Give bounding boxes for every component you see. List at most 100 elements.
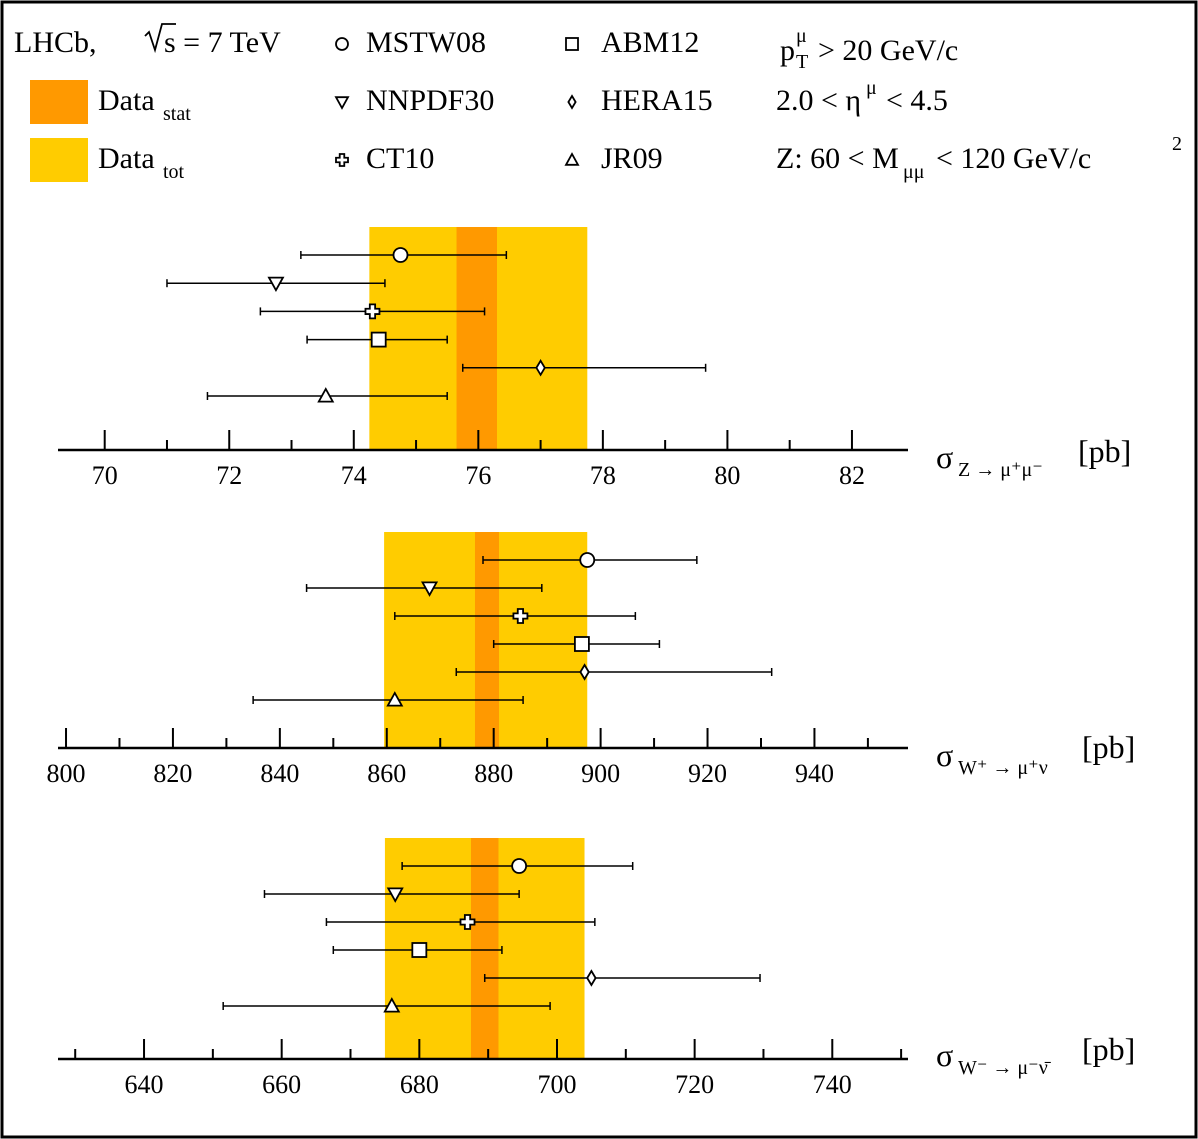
legend-label-data-stat-sub: stat <box>163 103 191 125</box>
legend-entry-abm12: ABM12 <box>565 26 699 59</box>
xlabel-z-sub: Z → μ⁺μ⁻ <box>958 459 1043 481</box>
wminus-data-stat-band <box>470 838 499 1059</box>
wplus-point-nnpdf30 <box>421 581 439 597</box>
sqrt-sign <box>144 23 176 54</box>
cut-pt-p: p <box>780 34 795 67</box>
wminus-tick-label-720: 720 <box>675 1070 714 1099</box>
z-tick-label-70: 70 <box>92 461 118 490</box>
cut-eta-value: < 4.5 <box>886 84 948 117</box>
wplus-tick-label-920: 920 <box>688 759 727 788</box>
wplus-point-ct10 <box>512 608 529 624</box>
xlabel-z-unit: [pb] <box>1078 433 1131 469</box>
z-point-ct10 <box>364 303 381 320</box>
xlabel-z-sigma: σ <box>936 439 953 475</box>
z-point-abm12 <box>370 331 387 348</box>
z-tick-label-76: 76 <box>465 461 491 490</box>
legend-label-data-stat: Data <box>98 84 155 117</box>
wplus-tick-label-940: 940 <box>795 759 834 788</box>
cut-mass-sub: μμ <box>903 161 924 183</box>
wminus-tick-label-740: 740 <box>813 1070 852 1099</box>
xlabel-wplus-unit: [pb] <box>1082 729 1135 765</box>
legend-marker-abm12 <box>565 37 579 51</box>
legend-label-jr09: JR09 <box>601 142 663 175</box>
legend-entry-nnpdf30: NNPDF30 <box>334 84 494 117</box>
z-tick-label-82: 82 <box>839 461 865 490</box>
z-tick-label-80: 80 <box>714 461 740 490</box>
legend-entry-mstw08: MSTW08 <box>335 26 486 59</box>
z-tick-label-74: 74 <box>341 461 367 490</box>
legend-entry-ct10: CT10 <box>335 142 434 175</box>
wplus-tick-label-900: 900 <box>581 759 620 788</box>
legend-entry-jr09: JR09 <box>564 142 663 175</box>
xlabel-z: σ Z → μ⁺μ⁻ [pb] <box>936 433 1131 481</box>
cut-eta-sup: μ <box>866 77 877 99</box>
z-data-stat-band <box>456 227 498 450</box>
wminus-point-abm12 <box>411 942 428 958</box>
legend-marker-jr09 <box>564 152 580 166</box>
z-point-jr09 <box>317 387 335 403</box>
legend-label-ct10: CT10 <box>366 142 434 175</box>
wplus-point-jr09 <box>386 691 404 707</box>
wminus-point-nnpdf30 <box>386 887 404 903</box>
xlabel-wplus: σ W⁺ → μ⁺ν [pb] <box>936 729 1135 779</box>
cut-mass: Z: 60 < M μμ < 120 GeV/c 2 <box>776 133 1182 183</box>
wminus-point-mstw08 <box>511 858 528 874</box>
xlabel-wminus: σ W⁻ → μ⁻ν̄ [pb] <box>936 1031 1135 1079</box>
wplus-point-mstw08 <box>579 552 596 568</box>
legend-label-nnpdf30: NNPDF30 <box>366 84 494 117</box>
xlabel-wplus-sigma: σ <box>936 737 953 773</box>
wplus-point-abm12 <box>573 636 590 652</box>
sqrt-s-label: s = 7 TeV <box>144 23 281 59</box>
z-point-hera15 <box>535 359 546 377</box>
cut-pt-sub: T <box>796 51 808 73</box>
legend-experiment: LHCb, <box>14 26 97 59</box>
cut-mass-value: < 120 GeV/c <box>936 142 1091 175</box>
legend-label-hera15: HERA15 <box>601 84 713 117</box>
wminus-tick-label-640: 640 <box>125 1070 164 1099</box>
cut-pt: p μ T > 20 GeV/c <box>780 25 958 73</box>
legend-swatch-tot <box>30 138 88 182</box>
z-point-mstw08 <box>392 247 409 263</box>
legend-marker-hera15 <box>567 94 577 110</box>
wplus-point-hera15 <box>579 663 590 681</box>
wplus-tick-label-880: 880 <box>474 759 513 788</box>
legend-entry-hera15: HERA15 <box>567 84 713 117</box>
legend-label-data-tot-sub: tot <box>163 161 185 183</box>
cut-pt-value: > 20 GeV/c <box>818 34 958 67</box>
wplus-data-stat-band <box>474 532 500 748</box>
cut-pt-sup: μ <box>796 25 807 47</box>
xlabel-wminus-sub: W⁻ → μ⁻ν̄ <box>958 1057 1052 1079</box>
legend-label-mstw08: MSTW08 <box>366 26 486 59</box>
wminus-tick-label-660: 660 <box>262 1070 301 1099</box>
wminus-point-ct10 <box>459 914 476 930</box>
wplus-tick-label-820: 820 <box>153 759 192 788</box>
legend-label-abm12: ABM12 <box>601 26 699 59</box>
wplus-tick-label-840: 840 <box>260 759 299 788</box>
z-tick-label-78: 78 <box>590 461 616 490</box>
z-point-nnpdf30 <box>267 276 285 293</box>
wminus-tick-label-700: 700 <box>537 1070 576 1099</box>
z-tick-label-72: 72 <box>216 461 242 490</box>
xlabel-wplus-sub: W⁺ → μ⁺ν <box>958 757 1048 779</box>
cut-eta-text: 2.0 < η <box>776 84 861 117</box>
cut-mass-text: Z: 60 < M <box>776 142 899 175</box>
panel-wplus: 800 820 840 860 880 900 920 940 <box>47 532 908 788</box>
legend-marker-ct10 <box>335 153 349 167</box>
cut-eta: 2.0 < η μ < 4.5 <box>776 77 948 117</box>
legend-swatch-stat <box>30 80 88 124</box>
panel-wminus: 640 660 680 700 720 740 <box>58 838 908 1099</box>
xlabel-wminus-sigma: σ <box>936 1037 953 1073</box>
legend-label-data-tot: Data <box>98 142 155 175</box>
panel-z: 70 72 74 76 78 80 82 <box>58 227 908 490</box>
wminus-point-jr09 <box>383 997 401 1013</box>
legend-marker-mstw08 <box>335 37 349 51</box>
wplus-tick-label-800: 800 <box>47 759 86 788</box>
wminus-tick-label-680: 680 <box>400 1070 439 1099</box>
wminus-point-hera15 <box>586 969 597 987</box>
wplus-tick-label-860: 860 <box>367 759 406 788</box>
legend-sqrt-s: s = 7 TeV <box>164 26 281 59</box>
